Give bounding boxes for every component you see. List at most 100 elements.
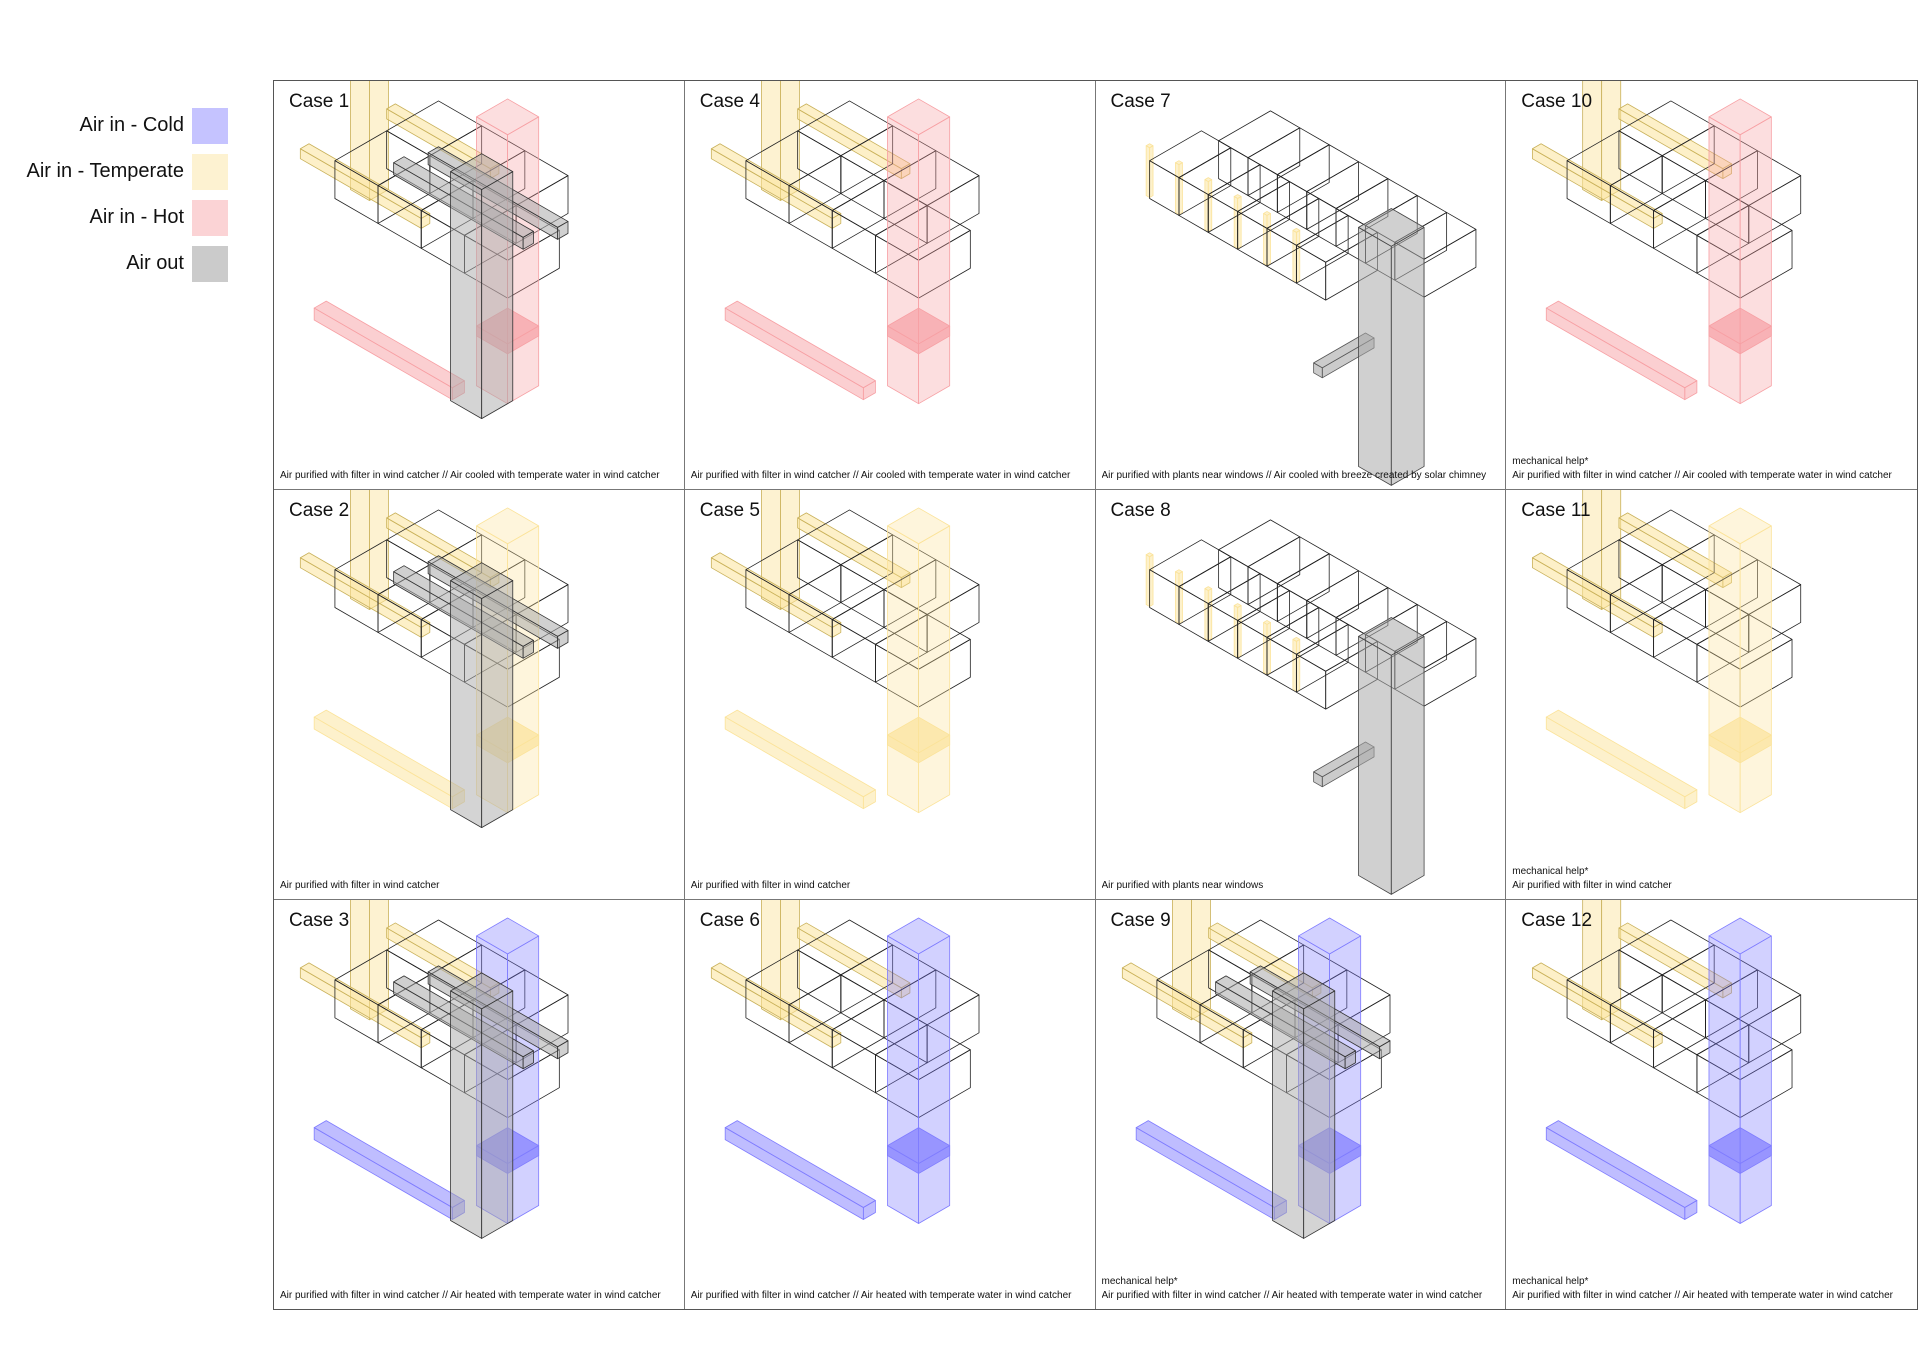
legend-label: Air in - Cold [79,114,184,136]
shaft-out-side [1390,227,1424,486]
shaft-hot-top [886,98,950,136]
shaft-cold-front [1708,935,1741,1224]
plant-panel-top [1203,177,1212,182]
case-caption: Air purified with filter in wind catcher… [691,469,1091,483]
windcatcher-temperate-side [369,899,389,1020]
duct-cold-top [313,1119,465,1208]
shaft-filter-hot-top [1708,307,1772,345]
windcatcher-temperate-side [779,899,800,1020]
case-caption-text: Air purified with filter in wind catcher [1512,879,1672,891]
plant-panel-top [1233,194,1242,199]
windcatcher-temperate-side [779,490,800,611]
duct-temperate-top [797,512,911,579]
case-caption-text: Air purified with plants near windows [1101,879,1264,891]
shaft-out-top [1271,972,1335,1009]
case-title: Case 5 [699,500,760,522]
shaft-filter-temperate-top [1708,717,1772,754]
shaft-cold-top [476,917,540,954]
windcatcher-temperate-side [369,81,389,201]
shaft-temperate-top [1708,507,1772,545]
case-caption: Air purified with filter in wind catcher… [691,1289,1091,1303]
plant-panel-front [1145,145,1150,198]
shaft-out-front [1357,227,1392,486]
shaft-filter-temperate-top [886,717,950,754]
case-grid: Case 1 Air purified with filter in wind … [273,80,1918,1310]
case-cell: Case 5 Air purified with filter in wind … [684,490,1096,900]
case-diagram [299,490,569,829]
shaft-hot-top [1708,98,1772,136]
plant-panel-top [1174,569,1183,575]
duct-cold-top [1135,1119,1287,1208]
legend-label: Air in - Hot [89,206,184,228]
shaft-cold-side [1740,935,1772,1224]
case-caption-text: Air purified with filter in wind catcher [690,879,851,891]
plant-panel-top [1233,603,1242,609]
duct-temperate-top [1618,103,1733,170]
duct-temperate-front [313,717,453,810]
case-caption-text: Air purified with filter in wind catcher… [1512,1290,1893,1301]
shaft-filter-hot-top [886,307,950,345]
shaft-out-front [450,171,483,420]
case-caption: Air purified with filter in wind catcher [280,879,680,893]
duct-temperate-top [797,103,911,170]
windcatcher-temperate-side [1190,899,1211,1020]
case-title: Case 3 [289,909,350,931]
shaft-temperate-top [476,507,540,545]
case-caption: mechanical help* Air purified with filter… [1512,1275,1913,1303]
case-cell: Case 7 Air purified with plants near win… [1095,81,1507,491]
shaft-hot-side [917,116,950,405]
shaft-cold-top [886,917,950,954]
windcatcher-temperate-side [369,490,389,611]
case-caption-text: Air purified with filter in wind catcher… [280,470,660,482]
duct-cold-top [1546,1119,1698,1208]
shaft-out-side [1390,636,1424,896]
legend-item-temperate: Air in - Temperate [0,154,230,200]
duct-temperate-top [313,710,465,798]
duct-hot-front [313,307,453,401]
legend-item-hot: Air in - Hot [0,200,230,246]
case-diagram [299,81,569,420]
duct-hot-top [1546,300,1698,389]
case-title: Case 7 [1110,91,1171,112]
shaft-filter-cold-top [1708,1126,1772,1164]
shaft-hot-top [476,98,540,136]
duct-cold-top [724,1119,876,1208]
plant-panel-top [1145,143,1153,149]
shaft-temperate-side [1740,525,1772,814]
plant-panel-top [1262,620,1271,626]
case-caption: mechanical help* Air purified with filter… [1512,865,1913,893]
case-diagram [1532,899,1802,1224]
case-caption: Air purified with filter in wind catcher [691,879,1091,893]
shaft-filter-cold-top [886,1126,950,1164]
case-title: Case 4 [699,91,760,112]
case-caption-text: Air purified with filter in wind catcher… [280,1290,661,1301]
case-cell: Case 6 Air purified with filter in wind … [685,899,1096,1309]
duct-temperate-top [1618,922,1733,988]
shaft-out-top [450,562,514,600]
plant-panel-top [1292,637,1300,643]
duct-temperate-top [1618,512,1733,579]
case-diagram [710,490,980,814]
case-caption: Air purified with plants near windows //… [1102,469,1502,483]
shaft-out-side [481,580,514,829]
case-caption-text: Air purified with filter in wind catcher [280,879,440,891]
duct-hot-top [313,300,465,389]
shaft-out-top [1357,617,1424,657]
duct-temperate-top [724,710,876,798]
case-title: Case 12 [1521,909,1593,931]
duct-temperate-front [724,717,864,810]
plant-panel-front [1145,554,1150,608]
plant-panel-top [1203,586,1212,592]
case-diagram [1145,110,1476,486]
case-cell: Case 9 mechanical help* Air purified with… [1096,899,1507,1309]
shaft-temperate-top [886,507,950,545]
legend-item-cold: Air in - Cold [0,108,230,154]
shaft-hot-side [1740,116,1772,405]
legend-label: Air out [126,252,184,274]
case-title: Case 11 [1521,500,1591,522]
out-swatch-icon [192,246,228,282]
duct-cold-front [1546,1126,1686,1220]
case-cell: Case 10 mechanical help* Air purified wit… [1506,81,1917,491]
case-caption: mechanical help* Air purified with filter… [1512,455,1913,483]
shaft-hot-front [886,116,919,405]
